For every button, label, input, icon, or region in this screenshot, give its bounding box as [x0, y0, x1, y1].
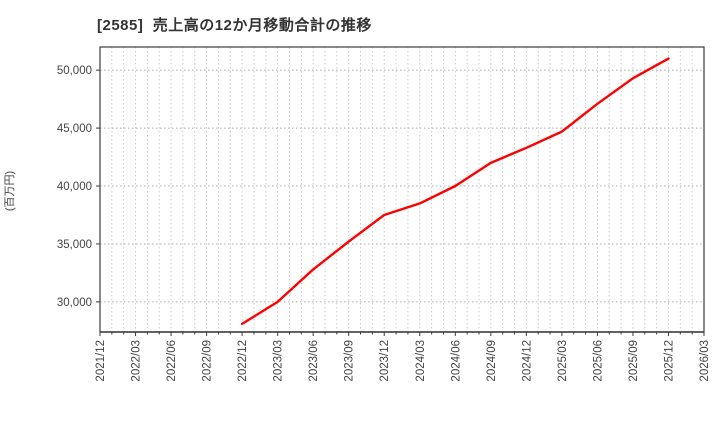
x-tick-label: 2022/06 [166, 340, 178, 382]
x-tick-label: 2025/03 [557, 340, 569, 382]
y-tick-label: 40,000 [57, 181, 92, 193]
x-tick-label: 2025/09 [628, 340, 640, 382]
x-tick-label: 2025/12 [663, 340, 675, 382]
x-tick-label: 2023/09 [344, 340, 356, 382]
y-tick-label: 30,000 [57, 297, 92, 309]
x-tick-label: 2022/12 [237, 340, 249, 382]
x-tick-label: 2024/09 [486, 340, 498, 382]
x-tick-label: 2024/06 [450, 340, 462, 382]
x-tick-label: 2023/12 [379, 340, 391, 382]
plot-frame [99, 46, 705, 333]
x-tick-label: 2022/03 [131, 340, 143, 382]
y-tick-label: 35,000 [57, 239, 92, 251]
x-tick-label: 2023/06 [308, 340, 320, 382]
x-tick-label: 2024/03 [415, 340, 427, 382]
chart-title: [2585] 売上高の12か月移動合計の推移 [97, 17, 372, 34]
x-tick-label: 2022/09 [202, 340, 214, 382]
y-tick-label: 45,000 [57, 123, 92, 135]
x-tick-label: 2026/03 [699, 340, 711, 382]
sales-line [240, 57, 670, 326]
y-tick-label: 50,000 [57, 65, 92, 77]
x-tick-label: 2023/03 [273, 340, 285, 382]
x-tick-label: 2025/06 [592, 340, 604, 382]
x-tick-label: 2021/12 [95, 340, 107, 382]
y-axis-title: (百万円) [4, 170, 16, 212]
x-tick-label: 2024/12 [521, 340, 533, 382]
